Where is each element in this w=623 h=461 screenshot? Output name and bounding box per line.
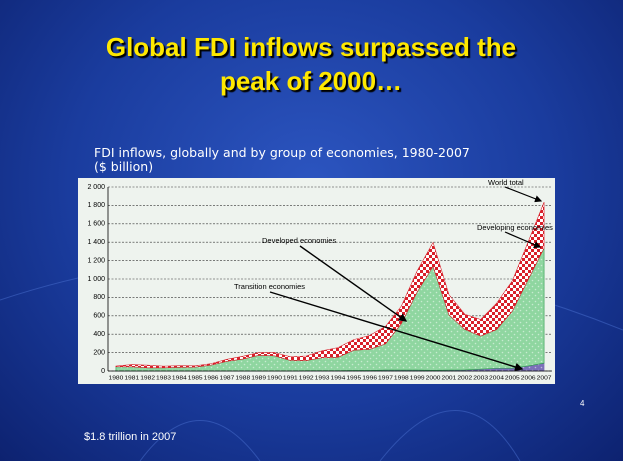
arrow bbox=[504, 231, 542, 248]
x-tick-label: 1993 bbox=[315, 375, 330, 381]
x-tick-label: 1980 bbox=[109, 375, 124, 381]
chart-subtitle: FDI inflows, globally and by group of ec… bbox=[94, 145, 470, 174]
x-tick-label: 2003 bbox=[473, 375, 488, 381]
x-tick-label: 1986 bbox=[204, 375, 219, 381]
y-tick-label: 1 800 bbox=[87, 202, 105, 209]
x-tick-label: 1988 bbox=[235, 375, 250, 381]
x-tick-label: 2002 bbox=[457, 375, 472, 381]
y-tick-label: 1 400 bbox=[87, 239, 105, 246]
x-tick-label: 2007 bbox=[537, 375, 552, 381]
arrow bbox=[299, 245, 408, 322]
series-label: Developing economies bbox=[477, 223, 553, 232]
y-tick-label: 400 bbox=[93, 331, 105, 338]
y-tick-label: 2 000 bbox=[87, 184, 105, 191]
plot: 0 200 400 600 800 1 000 1 200 1 400 1 600 1 800 2 … bbox=[87, 184, 552, 381]
x-tick-label: 1985 bbox=[188, 375, 203, 381]
x-tick-label: 1990 bbox=[267, 375, 282, 381]
x-tick-label: 1987 bbox=[220, 375, 235, 381]
slide-number: 4 bbox=[580, 399, 585, 408]
x-tick-label: 2004 bbox=[489, 375, 504, 381]
x-tick-label: 1982 bbox=[140, 375, 155, 381]
y-tick-label: 1 000 bbox=[87, 276, 105, 283]
x-tick-label: 1981 bbox=[124, 375, 139, 381]
x-tick-label: 1999 bbox=[410, 375, 425, 381]
x-tick-label: 2005 bbox=[505, 375, 520, 381]
y-tick-label: 1 200 bbox=[87, 257, 105, 264]
x-tick-label: 1995 bbox=[346, 375, 361, 381]
footer: $1.8 trillion in 2007 bbox=[84, 431, 177, 443]
x-tick-label: 1991 bbox=[283, 375, 298, 381]
x-tick-label: 1983 bbox=[156, 375, 171, 381]
annotation: World total bbox=[488, 178, 524, 187]
x-tick-label: 2000 bbox=[426, 375, 441, 381]
x-tick-label: 2006 bbox=[521, 375, 536, 381]
arrow bbox=[504, 186, 543, 203]
series-label: Transition economies bbox=[234, 282, 305, 291]
x-tick-label: 1994 bbox=[331, 375, 346, 381]
series-label: Developed economies bbox=[262, 236, 336, 245]
annotations: World total Developing economies Develop… bbox=[234, 178, 553, 371]
x-tick-label: 1996 bbox=[362, 375, 377, 381]
y-tick-label: 600 bbox=[93, 313, 105, 320]
x-tick-label: 1997 bbox=[378, 375, 393, 381]
x-tick-label: 1989 bbox=[251, 375, 266, 381]
y-tick-label: 800 bbox=[93, 294, 105, 301]
x-tick-label: 1992 bbox=[299, 375, 314, 381]
x-tick-label: 1984 bbox=[172, 375, 187, 381]
y-tick-label: 1 600 bbox=[87, 221, 105, 228]
x-tick-label: 2001 bbox=[442, 375, 457, 381]
arrow bbox=[269, 291, 524, 371]
y-tick-label: 0 bbox=[101, 368, 105, 375]
y-tick-label: 200 bbox=[93, 349, 105, 356]
slide-title: Global FDI inflows surpassed the peak of… bbox=[105, 32, 517, 96]
area bbox=[115, 201, 545, 369]
x-tick-label: 1998 bbox=[394, 375, 409, 381]
